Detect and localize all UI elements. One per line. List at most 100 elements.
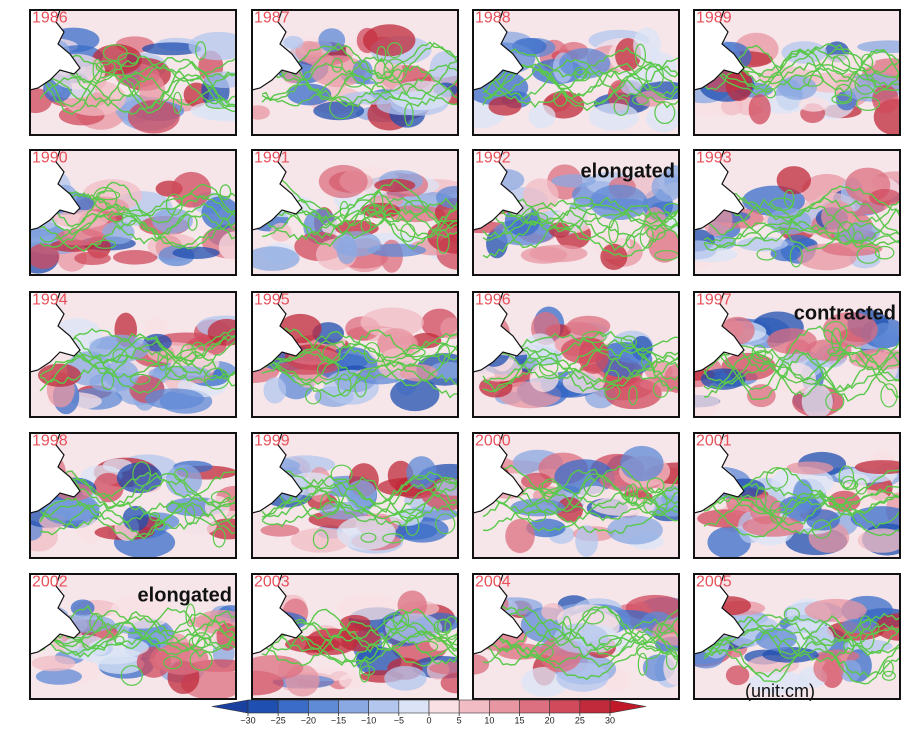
panel-year: 1998 bbox=[32, 432, 68, 449]
eddy-contour bbox=[383, 58, 408, 83]
kuroshio-contour bbox=[261, 501, 458, 528]
panel-year: 2005 bbox=[696, 573, 732, 590]
ssh-anomaly bbox=[252, 105, 270, 120]
eddy-contour bbox=[382, 533, 404, 544]
eddy-contour bbox=[574, 68, 591, 82]
eddy-contour bbox=[112, 348, 128, 364]
kuroshio-contour bbox=[39, 354, 236, 384]
kuroshio-contour bbox=[261, 360, 458, 399]
ssh-anomaly bbox=[554, 459, 615, 495]
eddy-contour bbox=[322, 344, 341, 364]
colorbar-bin bbox=[368, 699, 400, 714]
kuroshio-contour bbox=[482, 209, 679, 252]
map-panel: 1992 elongated bbox=[472, 149, 680, 276]
map-field bbox=[694, 574, 900, 699]
kuroshio-contour bbox=[39, 619, 236, 645]
ssh-anomaly bbox=[747, 384, 776, 408]
ssh-anomaly bbox=[216, 622, 236, 651]
ssh-anomaly bbox=[848, 348, 900, 370]
map-panel: 1990 bbox=[29, 149, 237, 276]
ssh-anomaly bbox=[694, 240, 717, 260]
kuroshio-contour bbox=[703, 647, 900, 678]
kuroshio-contour bbox=[703, 362, 900, 392]
coastline bbox=[473, 150, 524, 231]
colorbar-extend-low bbox=[211, 699, 249, 714]
map-panel: 1994 bbox=[29, 291, 237, 418]
panel-year: 1989 bbox=[696, 9, 732, 26]
map-panel: 1991 bbox=[251, 149, 459, 276]
colorbar-bin bbox=[489, 699, 520, 714]
eddy-contour bbox=[652, 380, 669, 398]
eddy-contour bbox=[212, 527, 226, 548]
map-field bbox=[694, 433, 900, 558]
panel-frame bbox=[29, 9, 237, 136]
eddy-contour bbox=[631, 95, 649, 106]
map-panel: 2002 elongated bbox=[29, 573, 237, 700]
eddy-contour bbox=[541, 478, 559, 498]
eddy-contour bbox=[766, 466, 789, 489]
eddy-contour bbox=[769, 500, 787, 525]
map-panel: 1995 bbox=[251, 291, 459, 418]
colorbar-tick-label: −30 bbox=[240, 715, 255, 725]
ssh-anomaly bbox=[35, 668, 82, 685]
kuroshio-contour bbox=[703, 227, 900, 249]
ssh-anomaly bbox=[521, 472, 553, 490]
ssh-anomaly bbox=[92, 44, 142, 75]
kuroshio-contour bbox=[482, 346, 679, 393]
map-field bbox=[30, 150, 236, 275]
kuroshio-contour bbox=[261, 474, 458, 505]
colorbar-bin bbox=[458, 699, 490, 714]
map-field bbox=[473, 574, 679, 699]
map-panel: 2000 bbox=[472, 432, 680, 559]
map-field bbox=[694, 150, 900, 275]
kuroshio-contour bbox=[482, 486, 679, 513]
kuroshio-contour bbox=[482, 348, 679, 380]
coastline bbox=[473, 10, 524, 91]
eddy-contour bbox=[751, 344, 767, 360]
kuroshio-contour bbox=[39, 501, 236, 531]
ssh-anomaly bbox=[313, 101, 365, 121]
eddy-contour bbox=[316, 360, 340, 381]
eddy-contour bbox=[191, 632, 212, 649]
kuroshio-contour bbox=[703, 615, 900, 656]
map-field bbox=[30, 10, 236, 135]
ssh-anomaly bbox=[103, 359, 139, 389]
kuroshio-contour bbox=[39, 60, 236, 109]
map-panel: 1997 contracted bbox=[693, 291, 901, 418]
panel-frame bbox=[29, 573, 237, 700]
colorbar: −30 −25 −20 −15 −10 −5 0 5 10 15 20 25 30 bbox=[211, 699, 647, 725]
panel-year: 1987 bbox=[254, 9, 290, 26]
ssh-anomaly bbox=[113, 250, 158, 265]
colorbar-tick-label: 10 bbox=[484, 715, 494, 725]
ssh-anomaly bbox=[70, 599, 95, 617]
panel-year: 1997 bbox=[696, 291, 732, 308]
eddy-contour bbox=[363, 204, 387, 226]
ssh-anomaly bbox=[804, 598, 867, 623]
kuroshio-contour bbox=[39, 354, 236, 380]
ssh-anomaly bbox=[776, 166, 812, 195]
ssh-anomaly bbox=[551, 174, 596, 188]
ssh-anomaly bbox=[529, 244, 588, 263]
panel-year: 2000 bbox=[475, 432, 511, 449]
panel-year: 1988 bbox=[475, 9, 511, 26]
eddy-contour bbox=[783, 607, 800, 622]
map-panel: 1989 bbox=[693, 9, 901, 136]
eddy-contour bbox=[637, 652, 648, 676]
eddy-contour bbox=[583, 473, 605, 498]
map-field bbox=[30, 574, 236, 699]
eddy-contour bbox=[527, 509, 547, 523]
eddy-contour bbox=[195, 41, 207, 61]
ssh-anomaly bbox=[440, 672, 458, 694]
ssh-anomaly bbox=[252, 655, 304, 681]
ssh-anomaly bbox=[31, 655, 76, 672]
panel-annotation: elongated bbox=[581, 160, 675, 182]
ssh-anomaly bbox=[53, 209, 109, 229]
eddy-contour bbox=[399, 508, 423, 519]
eddy-contour bbox=[405, 514, 420, 537]
eddy-contour bbox=[184, 504, 196, 525]
map-field bbox=[694, 10, 900, 135]
colorbar-tick-label: 30 bbox=[605, 715, 615, 725]
eddy-contour bbox=[751, 350, 774, 364]
kuroshio-contour bbox=[39, 212, 236, 245]
